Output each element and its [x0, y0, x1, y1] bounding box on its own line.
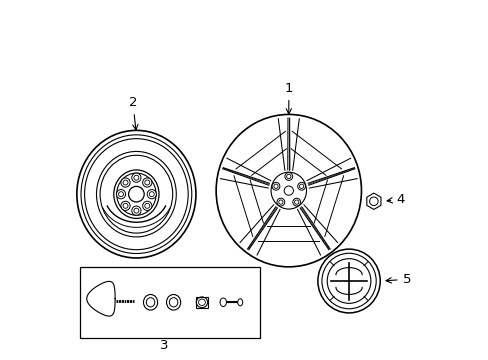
Text: 4: 4 — [386, 193, 404, 206]
Ellipse shape — [143, 294, 157, 310]
Ellipse shape — [128, 186, 144, 202]
Ellipse shape — [271, 183, 279, 190]
Ellipse shape — [134, 175, 139, 180]
Ellipse shape — [96, 152, 176, 237]
Ellipse shape — [121, 178, 130, 187]
Ellipse shape — [297, 183, 305, 190]
Ellipse shape — [326, 259, 370, 303]
Ellipse shape — [100, 155, 172, 233]
Ellipse shape — [216, 114, 361, 267]
Ellipse shape — [146, 298, 155, 307]
Ellipse shape — [286, 174, 290, 179]
Ellipse shape — [123, 203, 128, 208]
Ellipse shape — [284, 186, 293, 195]
Polygon shape — [86, 282, 115, 316]
Ellipse shape — [294, 200, 298, 204]
Ellipse shape — [132, 206, 141, 215]
Ellipse shape — [198, 299, 205, 306]
Bar — [80, 267, 260, 338]
Ellipse shape — [270, 172, 306, 209]
Ellipse shape — [321, 253, 375, 309]
Ellipse shape — [116, 190, 125, 199]
Ellipse shape — [317, 249, 380, 313]
Ellipse shape — [273, 184, 278, 188]
Ellipse shape — [292, 198, 300, 206]
Ellipse shape — [147, 190, 156, 199]
Text: 2: 2 — [128, 96, 138, 130]
Ellipse shape — [369, 197, 377, 206]
Ellipse shape — [118, 192, 123, 197]
Ellipse shape — [144, 203, 149, 208]
Ellipse shape — [77, 130, 196, 258]
Ellipse shape — [142, 201, 152, 211]
Ellipse shape — [285, 172, 292, 180]
Ellipse shape — [123, 180, 128, 185]
Ellipse shape — [142, 178, 152, 187]
Ellipse shape — [149, 192, 154, 197]
Ellipse shape — [169, 298, 178, 307]
Ellipse shape — [276, 198, 284, 206]
Ellipse shape — [166, 294, 181, 310]
Ellipse shape — [117, 173, 156, 215]
Ellipse shape — [81, 135, 191, 253]
Text: 1: 1 — [284, 82, 292, 114]
Ellipse shape — [114, 170, 159, 219]
Polygon shape — [366, 193, 380, 210]
Ellipse shape — [220, 298, 226, 306]
Text: 3: 3 — [160, 339, 168, 352]
Ellipse shape — [299, 184, 303, 188]
Ellipse shape — [278, 200, 283, 204]
Ellipse shape — [144, 180, 149, 185]
Ellipse shape — [237, 299, 242, 306]
Ellipse shape — [121, 201, 130, 211]
Ellipse shape — [132, 173, 141, 182]
Ellipse shape — [134, 208, 139, 213]
Ellipse shape — [84, 139, 188, 250]
Bar — [196, 297, 207, 307]
Text: 5: 5 — [385, 273, 410, 286]
